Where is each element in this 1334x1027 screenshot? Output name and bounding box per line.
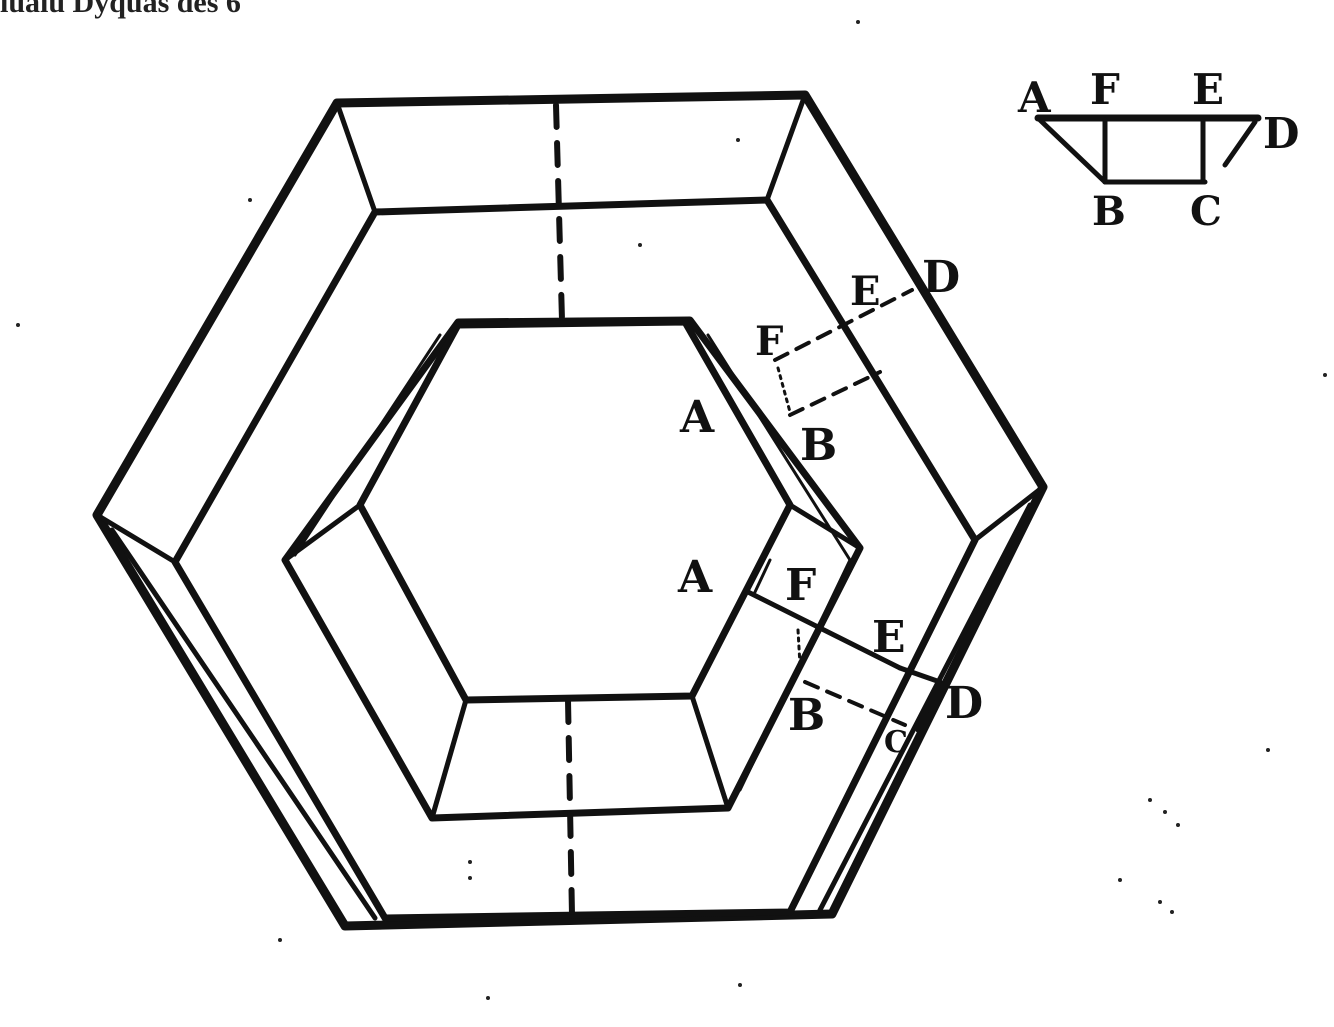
- speck: [1163, 810, 1167, 814]
- upper-dashed-bc: [788, 370, 882, 417]
- upper-label-a: A: [679, 392, 715, 443]
- speck: [1323, 373, 1327, 377]
- inset-slant-ab: [1037, 117, 1108, 185]
- frame-bevel-left: [94, 512, 178, 565]
- inset-profile: A F E D B C: [1017, 65, 1299, 235]
- inner-opening: [281, 316, 864, 822]
- speck: [278, 938, 282, 942]
- inner-outer-hexagon: [281, 316, 864, 822]
- frame-bevel-top-right: [764, 92, 808, 203]
- speck: [856, 20, 860, 24]
- frame-bevel-top-left: [334, 100, 378, 215]
- axis-dashed-bottom: [565, 697, 575, 918]
- inset-label-b: B: [1092, 188, 1126, 235]
- upper-label-e: E: [850, 268, 881, 315]
- speck: [1158, 900, 1162, 904]
- inset-label-d: D: [1263, 109, 1299, 158]
- upper-section-lines: [773, 288, 914, 417]
- inner-side-wall-right: [706, 333, 852, 562]
- lower-dotted-fb: [796, 628, 802, 667]
- speck: [1170, 910, 1174, 914]
- inset-slant-dc: [1222, 119, 1258, 168]
- lower-line-dc: [915, 679, 943, 733]
- speck: [486, 996, 490, 1000]
- speck: [468, 860, 472, 864]
- speck: [1118, 878, 1122, 882]
- frame-bevel-bottom-right: [817, 502, 1033, 913]
- inner-bevel-bottom-left: [429, 697, 469, 821]
- lower-section-labels: A B C D E F: [677, 552, 983, 760]
- lower-label-d: D: [945, 678, 983, 729]
- upper-label-f: F: [755, 318, 783, 365]
- inset-label-a: A: [1017, 73, 1052, 122]
- lower-label-e: E: [872, 612, 906, 663]
- lower-section-lines: [745, 558, 943, 733]
- speck: [1176, 823, 1180, 827]
- lower-label-b: B: [788, 690, 825, 741]
- speck: [1148, 798, 1152, 802]
- inner-bevel-right: [787, 502, 863, 551]
- upper-dotted-fb: [776, 366, 792, 414]
- speck: [248, 198, 252, 202]
- speck: [638, 243, 642, 247]
- lower-label-f: F: [785, 560, 816, 611]
- speck: [1266, 748, 1270, 752]
- lower-line-ed: [897, 665, 943, 685]
- axis-dashed-top: [553, 102, 565, 323]
- outer-frame: [92, 90, 1048, 931]
- speck: [738, 983, 742, 987]
- outer-hexagon: [92, 90, 1048, 931]
- print-specks: [16, 20, 1327, 1000]
- lower-f-tick: [753, 558, 772, 594]
- speck: [468, 876, 472, 880]
- upper-label-d: D: [922, 252, 960, 303]
- inset-label-e: E: [1192, 65, 1224, 114]
- lower-label-a: A: [677, 552, 713, 603]
- inner-hexagon: [356, 318, 794, 704]
- inset-label-c: C: [1190, 188, 1222, 235]
- upper-label-b: B: [800, 420, 837, 471]
- speck: [736, 138, 740, 142]
- frame-bevel-right: [972, 484, 1046, 543]
- inner-side-wall-lower-right: [738, 558, 852, 792]
- lower-dashed-bc: [803, 680, 907, 727]
- frame-bevel-bottom-left: [109, 527, 378, 921]
- upper-dashed-fd: [773, 288, 914, 362]
- inner-side-wall-left: [293, 333, 442, 557]
- inner-bevel-bottom-right: [689, 693, 731, 811]
- upper-section-labels: A B D E F: [679, 252, 960, 471]
- lower-line-ae: [745, 589, 903, 671]
- lower-label-c: C: [884, 725, 908, 760]
- speck: [16, 323, 20, 327]
- inset-label-f: F: [1090, 65, 1120, 114]
- header-text-fragment: iuaiu Dyquas des 6: [0, 0, 241, 19]
